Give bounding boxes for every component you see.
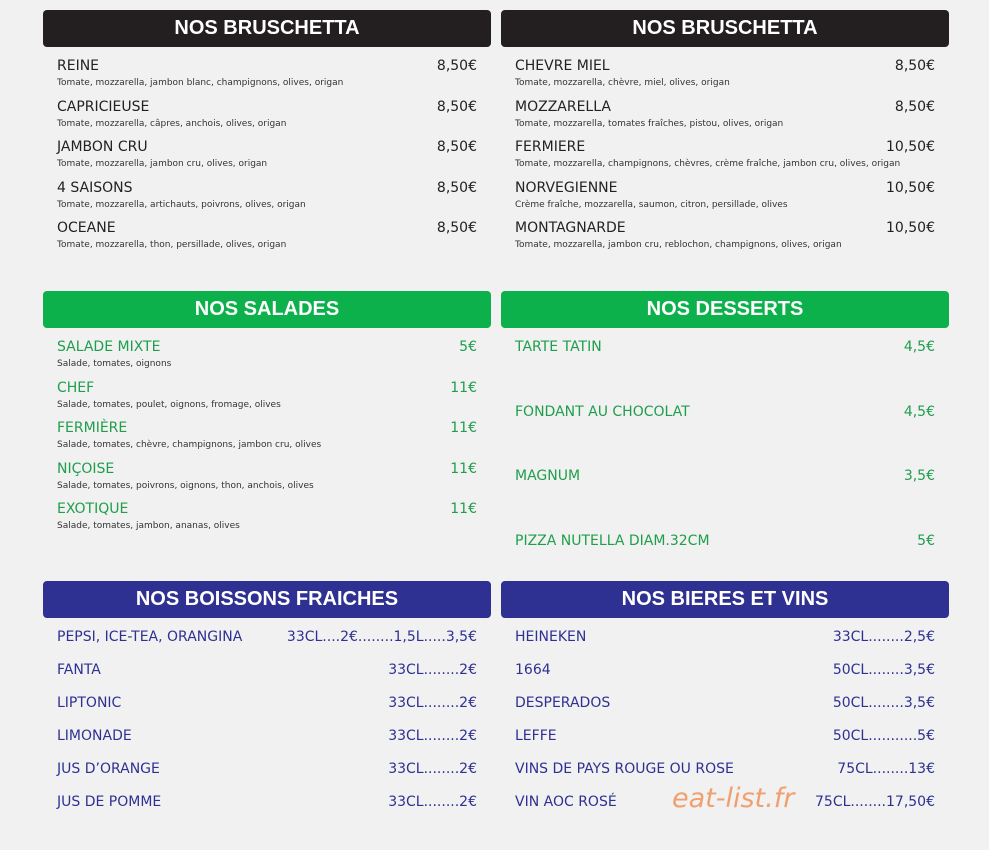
item-name: CHEF [57,379,95,396]
item-price: 33CL........2€ [388,761,477,777]
section-header: NOS BRUSCHETTA [501,10,949,47]
item-description: Tomate, mozzarella, jambon blanc, champi… [57,78,344,88]
item-price: 8,50€ [436,58,477,74]
item-price: 11€ [450,460,477,477]
item-price: 8,50€ [894,98,935,115]
item-price: 5€ [917,533,935,550]
item-price: 50CL........3,5€ [832,695,935,711]
item-price: 50CL...........5€ [832,728,935,744]
item-price: 8,50€ [436,139,477,155]
item-price: 50CL........3,5€ [832,662,935,678]
item-name: VINS DE PAYS ROUGE OU ROSE [515,761,734,777]
section-header: NOS DESSERTS [501,291,949,328]
item-name: LIMONADE [57,728,132,744]
item-description: Tomate, mozzarella, tomates fraîches, pi… [515,118,784,129]
item-name: TARTE TATIN [515,339,602,355]
item-price: 33CL....2€........1,5L.....3,5€ [286,629,477,645]
item-description: Tomate, mozzarella, chèvre, miel, olives… [515,78,730,88]
item-name: JUS DE POMME [57,794,162,810]
item-name: NORVEGIENNE [515,179,618,196]
item-price: 11€ [450,501,477,517]
item-price: 11€ [450,420,477,436]
item-name: NIÇOISE [57,460,115,477]
section-header: NOS BOISSONS FRAICHES [43,581,491,618]
item-name: CHEVRE MIEL [515,58,610,74]
item-price: 33CL........2€ [388,662,477,678]
item-price: 8,50€ [436,220,477,236]
item-description: Tomate, mozzarella, jambon cru, reblocho… [515,240,842,250]
item-description: Salade, tomates, poivrons, oignons, thon… [57,480,314,491]
item-price: 8,50€ [436,179,477,196]
item-description: Salade, tomates, poulet, oignons, fromag… [57,399,281,410]
item-description: Tomate, mozzarella, champignons, chèvres… [515,159,901,169]
item-description: Tomate, mozzarella, jambon cru, olives, … [57,159,268,169]
item-price: 33CL........2,5€ [832,629,935,645]
item-price: 10,50€ [886,139,935,155]
item-name: SALADE MIXTE [57,339,161,355]
item-price: 10,50€ [886,220,935,236]
item-price: 11€ [450,379,477,396]
watermark: eat-list.fr [672,783,795,814]
item-name: REINE [57,58,100,74]
item-name: FONDANT AU CHOCOLAT [515,403,690,420]
item-name: CAPRICIEUSE [57,98,150,115]
item-name: FANTA [57,662,101,678]
item-price: 75CL........13€ [837,761,935,777]
item-price: 10,50€ [886,179,935,196]
item-description: Salade, tomates, jambon, ananas, olives [57,521,240,531]
item-name: VIN AOC ROSÉ [515,794,617,810]
item-name: 4 SAISONS [57,179,133,196]
item-description: Salade, tomates, chèvre, champignons, ja… [57,440,322,450]
item-price: 3,5€ [903,468,935,485]
item-name: OCEANE [57,220,116,236]
item-description: Tomate, mozzarella, artichauts, poivrons… [57,199,306,210]
item-name: EXOTIQUE [57,501,129,517]
item-price: 4,5€ [903,403,935,420]
item-description: Crème fraîche, mozzarella, saumon, citro… [515,199,788,210]
section-header: NOS BIERES ET VINS [501,581,949,618]
item-name: MAGNUM [515,468,581,485]
item-price: 33CL........2€ [388,794,477,810]
item-name: 1664 [515,662,551,678]
section-header: NOS SALADES [43,291,491,328]
item-description: Salade, tomates, oignons [57,359,172,369]
item-description: Tomate, mozzarella, thon, persillade, ol… [57,240,287,250]
item-name: FERMIERE [515,139,586,155]
item-name: FERMIÈRE [57,420,128,436]
item-name: MOZZARELLA [515,98,611,115]
item-name: DESPERADOS [515,695,611,711]
item-name: HEINEKEN [515,629,587,645]
item-description: Tomate, mozzarella, câpres, anchois, oli… [57,118,287,129]
item-price: 33CL........2€ [388,728,477,744]
item-name: JUS D’ORANGE [57,761,160,777]
item-name: JAMBON CRU [57,139,148,155]
item-price: 8,50€ [436,98,477,115]
section-header: NOS BRUSCHETTA [43,10,491,47]
item-name: MONTAGNARDE [515,220,626,236]
item-price: 5€ [459,339,477,355]
item-price: 8,50€ [894,58,935,74]
item-name: LIPTONIC [57,695,122,711]
item-name: PIZZA NUTELLA DIAM.32CM [515,533,710,550]
item-price: 33CL........2€ [388,695,477,711]
item-name: PEPSI, ICE-TEA, ORANGINA [57,629,243,645]
item-price: 4,5€ [903,339,935,355]
item-name: LEFFE [515,728,557,744]
item-price: 75CL........17,50€ [815,794,935,810]
